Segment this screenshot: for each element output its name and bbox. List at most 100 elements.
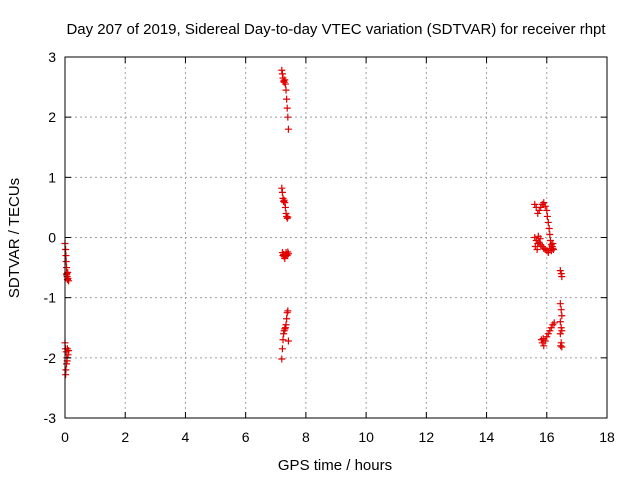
data-point <box>557 339 565 347</box>
data-point <box>543 206 551 214</box>
data-point <box>558 343 566 351</box>
data-point <box>547 324 555 332</box>
y-tick-label: 2 <box>48 109 56 125</box>
data-point <box>544 218 552 226</box>
data-point <box>540 342 548 350</box>
data-point <box>280 330 288 338</box>
data-point <box>284 337 292 345</box>
data-point <box>546 230 554 238</box>
data-point <box>281 324 289 332</box>
data-point <box>541 246 549 254</box>
data-point <box>558 312 566 320</box>
data-point <box>281 80 289 88</box>
data-point <box>533 246 541 254</box>
y-tick-label: -1 <box>44 290 57 306</box>
x-tick-label: 14 <box>479 429 495 445</box>
data-point <box>556 330 564 338</box>
x-tick-label: 2 <box>121 429 129 445</box>
data-point <box>543 212 551 220</box>
y-tick-label: -2 <box>44 350 57 366</box>
data-point <box>543 333 551 341</box>
x-tick-label: 6 <box>242 429 250 445</box>
data-point <box>550 319 558 327</box>
data-point <box>541 202 549 210</box>
data-point <box>539 335 547 343</box>
data-point <box>535 206 543 214</box>
data-point <box>65 347 73 355</box>
x-tick-label: 4 <box>182 429 190 445</box>
data-point <box>63 360 71 368</box>
data-point <box>279 336 287 344</box>
y-axis-label: SDTVAR / TECUs <box>6 178 23 298</box>
data-point <box>283 214 291 222</box>
data-point <box>545 224 553 232</box>
data-point <box>278 184 286 192</box>
data-point <box>278 188 286 196</box>
data-point <box>284 213 292 221</box>
data-point <box>63 264 71 272</box>
x-tick-label: 12 <box>419 429 435 445</box>
data-point <box>284 250 292 258</box>
data-point <box>537 203 545 211</box>
data-point <box>531 234 539 241</box>
data-point <box>62 371 70 379</box>
data-point <box>284 307 292 315</box>
data-point <box>558 327 566 335</box>
grid-lines <box>64 56 608 419</box>
plot-frame <box>64 56 608 419</box>
data-point <box>278 345 286 353</box>
data-point <box>280 197 288 205</box>
data-point <box>556 300 564 308</box>
data-point <box>558 273 566 281</box>
data-point <box>64 351 72 359</box>
data-point <box>547 247 555 255</box>
data-point <box>546 327 554 335</box>
data-point <box>540 199 548 207</box>
data-point <box>62 258 70 266</box>
data-point <box>284 125 292 133</box>
x-axis-label: GPS time / hours <box>278 457 392 474</box>
data-point <box>283 315 291 323</box>
x-tick-label: 0 <box>61 429 69 445</box>
data-point <box>556 267 564 275</box>
y-tick-label: 1 <box>48 169 56 185</box>
y-tick-label: 3 <box>48 49 56 65</box>
x-tick-label: 8 <box>302 429 310 445</box>
data-point <box>282 86 290 94</box>
data-point <box>281 325 289 333</box>
data-point <box>281 199 289 207</box>
data-point <box>283 309 291 317</box>
data-point <box>282 321 290 329</box>
data-point <box>557 306 565 314</box>
data-point <box>281 76 289 84</box>
y-tick-label: -3 <box>44 410 57 426</box>
data-point <box>557 324 565 332</box>
data-point <box>284 113 292 121</box>
data-point <box>278 355 286 363</box>
data-point <box>278 70 286 78</box>
data-point <box>62 252 70 260</box>
data-point <box>534 209 542 217</box>
data-point <box>282 209 290 217</box>
data-point <box>534 232 542 240</box>
data-point <box>278 66 286 74</box>
data-point <box>544 330 552 338</box>
data-point <box>283 95 291 103</box>
data-point <box>281 203 289 211</box>
chart-title: Day 207 of 2019, Sidereal Day-to-day VTE… <box>66 21 606 38</box>
x-tick-label: 16 <box>539 429 555 445</box>
data-point <box>556 318 564 326</box>
x-tick-label: 10 <box>358 429 374 445</box>
data-point <box>549 240 557 248</box>
data-point <box>65 277 73 285</box>
y-tick-label: 0 <box>48 230 56 246</box>
data-point <box>62 246 70 254</box>
data-point <box>557 342 565 350</box>
x-tick-label: 18 <box>599 429 615 445</box>
data-point <box>557 270 565 278</box>
data-point <box>283 104 291 112</box>
data-point <box>531 200 539 208</box>
data-points <box>61 66 566 379</box>
